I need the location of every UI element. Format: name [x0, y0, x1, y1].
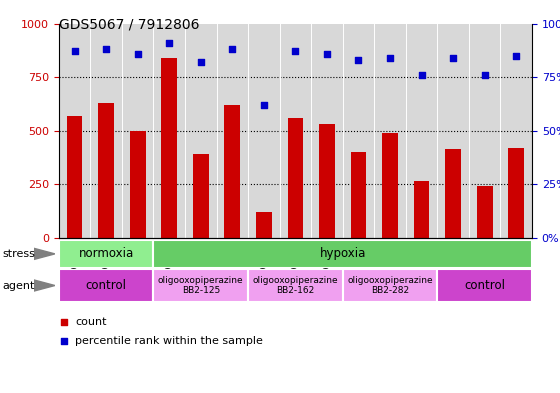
Bar [153, 269, 248, 302]
Bar [351, 152, 366, 238]
Point [196, 59, 205, 65]
Text: normoxia: normoxia [78, 247, 134, 261]
Bar [287, 118, 304, 238]
Bar [217, 24, 248, 238]
Bar [311, 24, 343, 238]
Bar [414, 181, 430, 238]
Bar [279, 24, 311, 238]
Text: percentile rank within the sample: percentile rank within the sample [76, 336, 263, 346]
Polygon shape [34, 280, 55, 291]
Point [480, 72, 489, 78]
Bar [122, 24, 153, 238]
Bar [508, 148, 524, 238]
Point [354, 57, 363, 63]
Text: oligooxopiperazine
BB2-162: oligooxopiperazine BB2-162 [253, 276, 338, 295]
Text: GDS5067 / 7912806: GDS5067 / 7912806 [59, 18, 199, 32]
Point [101, 46, 110, 52]
Bar [59, 269, 153, 302]
Point [228, 46, 237, 52]
Point [59, 338, 68, 344]
Bar [437, 24, 469, 238]
Bar [161, 58, 177, 238]
Text: oligooxopiperazine
BB2-125: oligooxopiperazine BB2-125 [158, 276, 244, 295]
Point [385, 55, 394, 61]
Bar [343, 269, 437, 302]
Bar [225, 105, 240, 238]
Text: count: count [76, 317, 107, 327]
Bar [374, 24, 406, 238]
Text: control: control [464, 279, 505, 292]
Bar [130, 130, 146, 238]
Text: stress: stress [3, 249, 36, 259]
Text: agent: agent [3, 281, 35, 290]
Bar [67, 116, 82, 238]
Bar [382, 133, 398, 238]
Point [165, 40, 174, 46]
Bar [501, 24, 532, 238]
Bar [193, 154, 209, 238]
Bar [153, 240, 532, 268]
Bar [153, 24, 185, 238]
Text: control: control [86, 279, 127, 292]
Point [417, 72, 426, 78]
Text: hypoxia: hypoxia [320, 247, 366, 261]
Polygon shape [34, 248, 55, 259]
Bar [248, 269, 343, 302]
Bar [469, 24, 501, 238]
Bar [248, 24, 279, 238]
Bar [477, 186, 493, 238]
Bar [406, 24, 437, 238]
Point [70, 48, 79, 55]
Bar [343, 24, 374, 238]
Point [323, 50, 332, 57]
Bar [59, 24, 90, 238]
Point [512, 53, 521, 59]
Bar [445, 149, 461, 238]
Bar [256, 212, 272, 238]
Bar [185, 24, 217, 238]
Bar [90, 24, 122, 238]
Point [259, 102, 268, 108]
Bar [98, 103, 114, 238]
Text: oligooxopiperazine
BB2-282: oligooxopiperazine BB2-282 [347, 276, 433, 295]
Point [133, 50, 142, 57]
Bar [437, 269, 532, 302]
Bar [319, 124, 335, 238]
Bar [59, 240, 153, 268]
Point [59, 319, 68, 325]
Point [291, 48, 300, 55]
Point [449, 55, 458, 61]
